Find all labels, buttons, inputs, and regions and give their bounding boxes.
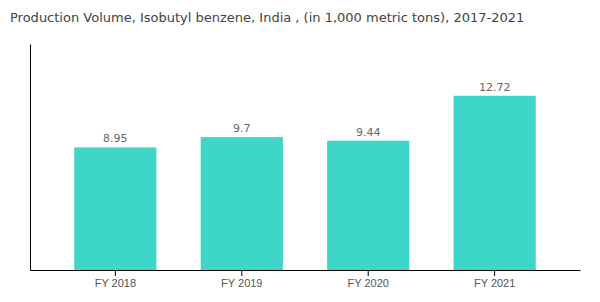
x-tick-label: FY 2020 bbox=[348, 277, 389, 289]
title: Production Volume, Isobutyl benzene, Ind… bbox=[10, 10, 524, 25]
x-tick-mark bbox=[368, 270, 369, 276]
plot: FY 2018 FY 2019 FY 2020 FY 2021 8.95 9.7 9.44 1… bbox=[31, 45, 581, 289]
x-tick-label: FY 2018 bbox=[95, 277, 136, 289]
data-label: 12.72 bbox=[479, 81, 511, 94]
bar bbox=[74, 147, 156, 270]
data-label: 9.7 bbox=[233, 122, 251, 135]
x-tick-mark bbox=[115, 270, 116, 276]
x-tick-label: FY 2019 bbox=[221, 277, 262, 289]
x-tick: FY 2020 bbox=[348, 270, 389, 289]
y-axis-line bbox=[30, 45, 31, 271]
x-axis: FY 2018 FY 2019 FY 2020 FY 2021 bbox=[31, 270, 581, 289]
chart: Production Volume, Isobutyl benzene, Ind… bbox=[0, 0, 600, 302]
data-label: 9.44 bbox=[356, 126, 381, 139]
x-tick: FY 2019 bbox=[221, 270, 262, 289]
x-tick-mark bbox=[241, 270, 242, 276]
x-axis-line bbox=[31, 270, 581, 271]
bars bbox=[74, 96, 535, 270]
x-tick: FY 2018 bbox=[95, 270, 136, 289]
data-labels: 8.95 9.7 9.44 12.72 bbox=[103, 81, 510, 146]
x-tick: FY 2021 bbox=[474, 270, 515, 289]
bar bbox=[201, 137, 283, 270]
x-tick-label: FY 2021 bbox=[474, 277, 515, 289]
y-axis bbox=[30, 45, 31, 271]
bar bbox=[327, 141, 409, 270]
data-label: 8.95 bbox=[103, 132, 128, 145]
bar bbox=[454, 96, 536, 270]
x-tick-mark bbox=[494, 270, 495, 276]
